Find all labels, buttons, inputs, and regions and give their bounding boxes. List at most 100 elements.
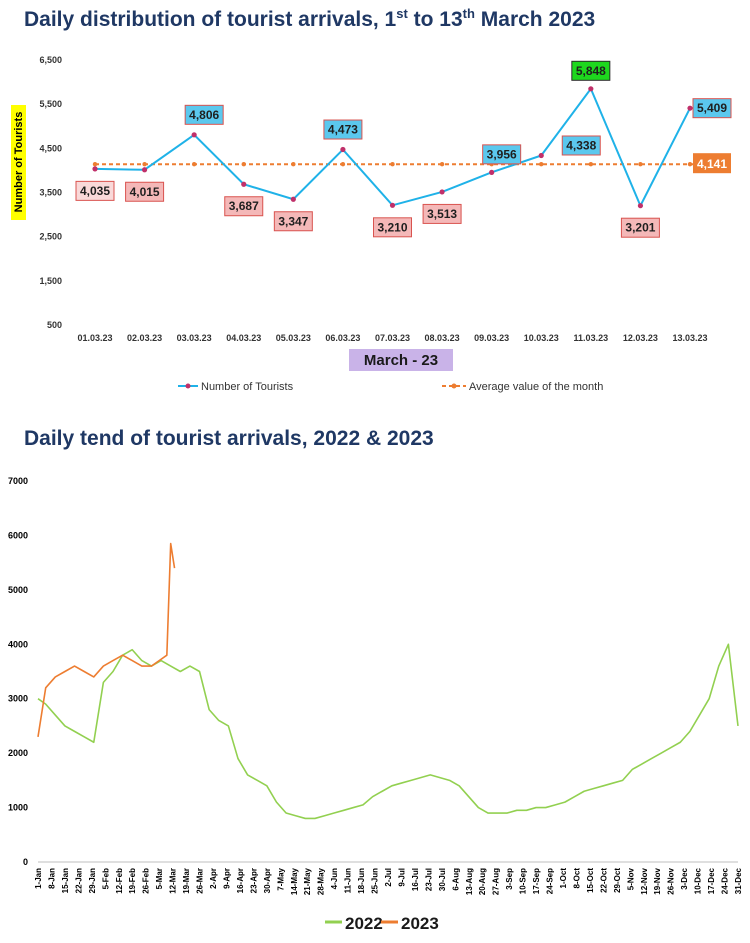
chart1-tourist-point xyxy=(141,167,148,173)
chart1-xtick-label: 10.03.23 xyxy=(524,333,559,343)
chart2-ytick-label: 5000 xyxy=(8,585,28,595)
chart1-xtick-label: 08.03.23 xyxy=(425,333,460,343)
chart1-data-label: 3,513 xyxy=(427,207,457,221)
chart2-xtick-label: 3-Dec xyxy=(680,867,689,889)
chart1-average-series: 4,141 xyxy=(92,153,731,174)
chart2-xtick-label: 24-Dec xyxy=(721,867,730,894)
chart2-line-2022 xyxy=(37,643,739,820)
chart1-data-label: 4,035 xyxy=(80,184,110,198)
chart1-average-point xyxy=(638,161,643,167)
chart1-average-point xyxy=(241,161,246,167)
chart2-xtick-label: 9-Apr xyxy=(222,868,231,889)
chart1-tourist-point xyxy=(191,132,197,138)
chart1-ytick-label: 3,500 xyxy=(39,188,62,198)
chart2-xtick-label: 1-Oct xyxy=(559,868,568,889)
chart2-xtick-label: 22-Oct xyxy=(599,868,608,893)
chart1-data-label-box xyxy=(571,60,611,81)
legend-2023-label: 2023 xyxy=(401,914,439,933)
chart1-data-label: 5,409 xyxy=(697,101,727,115)
chart2-xtick-label: 15-Oct xyxy=(586,868,595,893)
chart2-xtick-label: 8-Oct xyxy=(572,868,581,889)
chart2-xtick-label: 30-Apr xyxy=(263,868,272,893)
chart1-average-point xyxy=(539,161,544,167)
chart2-xtick-label: 25-Jun xyxy=(371,868,380,894)
legend-tourists-marker xyxy=(185,383,191,389)
chart1-average-point xyxy=(687,161,693,167)
chart2-xtick-label: 14-May xyxy=(290,867,299,895)
chart1-tourist-point xyxy=(637,203,644,209)
chart2-xtick-label: 28-May xyxy=(317,867,326,895)
chart1-data-label: 3,956 xyxy=(487,147,517,161)
chart1-title: Daily distribution of tourist arrivals, … xyxy=(24,6,596,31)
chart1-xtick-label: 09.03.23 xyxy=(474,333,509,343)
chart2-xtick-label: 19-Mar xyxy=(182,868,191,894)
chart2-xtick-label: 17-Dec xyxy=(707,867,716,894)
chart2-y-axis: 0 1000 2000 3000 4000 5000 6000 7000 xyxy=(8,476,738,867)
chart2-xtick-label: 31-Dec xyxy=(734,867,743,894)
chart1-data-label-box xyxy=(273,211,313,232)
chart2-xtick-label: 8-Jan xyxy=(47,868,56,889)
chart1-tourist-point xyxy=(241,181,247,187)
chart2-xtick-label: 23-Apr xyxy=(249,868,258,893)
chart2-xtick-label: 26-Mar xyxy=(196,868,205,894)
chart1-legend: Number of Tourists Average value of the … xyxy=(178,381,603,393)
chart1-tourist-point xyxy=(538,152,544,159)
chart2-xtick-label: 24-Sep xyxy=(546,868,555,894)
chart1-xtick-label: 02.03.23 xyxy=(127,333,162,343)
chart1-average-point xyxy=(142,161,147,167)
chart1-tourist-series xyxy=(92,86,693,209)
chart1-data-label: 5,848 xyxy=(576,64,606,78)
chart2-xtick-label: 10-Dec xyxy=(694,867,703,894)
chart2-xtick-label: 12-Mar xyxy=(169,868,178,894)
chart1-xlabel: March - 23 xyxy=(364,352,438,369)
chart1-ytick-label: 1,500 xyxy=(39,276,62,286)
chart2-xtick-label: 2-Apr xyxy=(209,868,218,889)
chart2-xtick-label: 11-Jun xyxy=(344,868,353,893)
chart1-data-label: 3,210 xyxy=(377,220,407,234)
chart1-data-label-box xyxy=(692,98,732,119)
chart2-xtick-label: 26-Nov xyxy=(667,867,676,894)
chart1-ytick-label: 5,500 xyxy=(39,99,62,109)
chart2-xtick-label: 30-Jul xyxy=(438,868,447,891)
chart1-ylabel-highlight xyxy=(11,105,26,220)
chart1-data-label-box xyxy=(373,217,412,238)
chart2-plot: 0 1000 2000 3000 4000 5000 6000 7000 1-Jan 8-Jan… xyxy=(8,476,743,933)
chart1-y-axis: 500 1,500 2,500 3,500 4,500 5,500 6,500 xyxy=(39,55,62,330)
chart2-xtick-label: 15-Jan xyxy=(61,868,70,893)
chart2-title: Daily tend of tourist arrivals, 2022 & 2… xyxy=(24,427,434,450)
chart2-xtick-label: 2-Jul xyxy=(384,868,393,887)
chart1-tourist-point xyxy=(92,166,98,172)
chart2-ytick-label: 0 xyxy=(23,857,28,867)
chart1-ytick-label: 2,500 xyxy=(39,232,62,242)
chart1-tourist-point xyxy=(588,86,594,92)
chart1-data-label: 4,473 xyxy=(328,123,358,137)
chart1-data-label: 4,338 xyxy=(566,138,596,152)
chart1-average-point xyxy=(291,161,296,167)
chart1-data-label-box xyxy=(224,196,264,217)
chart1-tourist-point xyxy=(687,105,693,111)
chart2-ytick-label: 4000 xyxy=(8,639,28,649)
legend-average-label: Average value of the month xyxy=(469,381,603,393)
chart2-line-2023 xyxy=(37,542,176,737)
chart1-xtick-label: 01.03.23 xyxy=(77,333,112,343)
chart1-ytick-label: 500 xyxy=(47,320,62,330)
chart1-tourist-point xyxy=(439,189,445,195)
chart1-ytick-label: 4,500 xyxy=(39,143,62,153)
chart1-data-label: 3,201 xyxy=(625,221,655,235)
chart1-average-point xyxy=(191,161,197,167)
chart1-x-axis: 01.03.23 02.03.23 03.03.23 04.03.23 05.03.23… xyxy=(77,333,707,343)
chart1-xtick-label: 06.03.23 xyxy=(325,333,360,343)
chart2-xtick-label: 29-Jan xyxy=(88,868,97,893)
chart2-ytick-label: 3000 xyxy=(8,694,28,704)
chart2-xtick-label: 19-Nov xyxy=(653,867,662,894)
chart1-data-labels: 4,035 4,015 4,806 3,687 3,347 4,473 3,210 3,513… xyxy=(75,60,732,238)
chart1-data-label: 3,687 xyxy=(229,199,259,213)
chart2-xtick-label: 5-Mar xyxy=(155,868,164,889)
chart2-xtick-label: 1-Jan xyxy=(34,868,43,889)
chart2-series xyxy=(37,542,739,820)
chart1-data-label-box xyxy=(482,144,522,165)
chart2-xtick-label: 12-Feb xyxy=(115,868,124,894)
chart1-tourist-point xyxy=(340,146,346,153)
chart2-xtick-label: 18-Jun xyxy=(357,868,366,894)
chart2-xtick-label: 23-Jul xyxy=(424,868,433,891)
